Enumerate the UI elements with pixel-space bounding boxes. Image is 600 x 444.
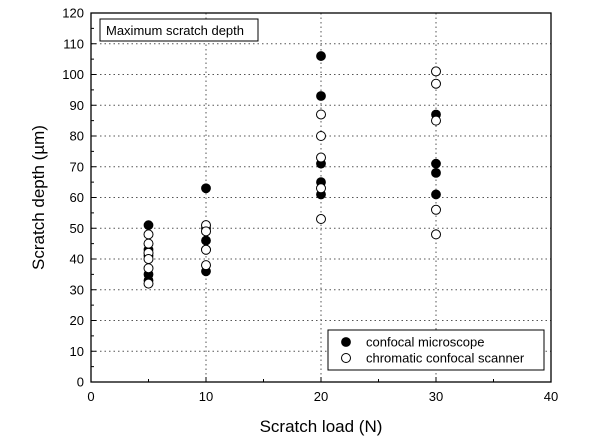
y-tick-label: 90: [70, 98, 84, 113]
x-tick-label: 10: [199, 389, 213, 404]
point-chromatic-confocal-scanner: [431, 115, 441, 126]
grid-lines: [91, 13, 551, 382]
y-axis-title: Scratch depth (µm): [29, 125, 48, 270]
point-chromatic-confocal-scanner: [431, 66, 441, 77]
annotation-box: Maximum scratch depth: [99, 18, 259, 42]
point-chromatic-confocal-scanner: [316, 131, 326, 141]
y-tick-label: 50: [70, 221, 84, 236]
legend-label-chromatic-confocal-scanner: chromatic confocal scanner: [366, 351, 525, 366]
point-confocal-microscope: [201, 235, 211, 246]
point-chromatic-confocal-scanner: [201, 260, 211, 271]
point-chromatic-confocal-scanner: [431, 204, 441, 215]
point-confocal-microscope: [143, 220, 154, 231]
point-chromatic-confocal-scanner: [143, 229, 154, 240]
point-confocal-microscope: [431, 158, 441, 169]
x-tick-label: 40: [544, 389, 558, 404]
axis-ticks: [90, 12, 552, 383]
legend: confocal microscope chromatic confocal s…: [327, 329, 545, 371]
x-axis-title: Scratch load (N): [260, 417, 383, 436]
y-tick-label: 30: [70, 282, 84, 297]
y-tick-label: 80: [70, 129, 84, 144]
data-points: [143, 51, 441, 289]
y-tick-label: 10: [70, 344, 84, 359]
point-chromatic-confocal-scanner: [316, 214, 326, 225]
y-tick-label: 70: [70, 159, 84, 174]
legend-marker-confocal-microscope: [341, 337, 351, 347]
point-chromatic-confocal-scanner: [201, 226, 211, 237]
y-tick-label: 120: [62, 6, 84, 21]
point-chromatic-confocal-scanner: [143, 263, 154, 274]
point-chromatic-confocal-scanner: [201, 244, 211, 255]
point-confocal-microscope: [431, 167, 441, 178]
x-tick-label: 30: [429, 389, 443, 404]
y-tick-label: 110: [63, 36, 84, 51]
point-chromatic-confocal-scanner: [143, 278, 154, 289]
annotation-text: Maximum scratch depth: [106, 23, 244, 38]
tick-labels: 0 10 20 30 40 0 10 20 30 40 50 60 70 80 90 100 110 120: [62, 6, 558, 405]
point-confocal-microscope: [316, 91, 326, 101]
point-chromatic-confocal-scanner: [143, 254, 154, 264]
point-confocal-microscope: [316, 51, 326, 61]
point-chromatic-confocal-scanner: [316, 183, 326, 194]
x-tick-label: 20: [314, 389, 328, 404]
point-chromatic-confocal-scanner: [316, 109, 326, 120]
y-tick-label: 20: [70, 313, 84, 328]
point-confocal-microscope: [431, 189, 441, 200]
legend-marker-chromatic-confocal-scanner: [341, 353, 351, 363]
point-chromatic-confocal-scanner: [431, 78, 441, 89]
point-chromatic-confocal-scanner: [143, 238, 154, 249]
legend-label-confocal-microscope: confocal microscope: [366, 335, 485, 350]
y-tick-label: 60: [70, 190, 84, 205]
point-chromatic-confocal-scanner: [431, 229, 441, 240]
y-tick-label: 40: [70, 252, 84, 267]
y-tick-label: 100: [62, 67, 84, 82]
point-chromatic-confocal-scanner: [316, 152, 326, 163]
point-confocal-microscope: [201, 183, 211, 194]
x-tick-label: 0: [87, 389, 94, 404]
y-tick-label: 0: [77, 375, 84, 390]
